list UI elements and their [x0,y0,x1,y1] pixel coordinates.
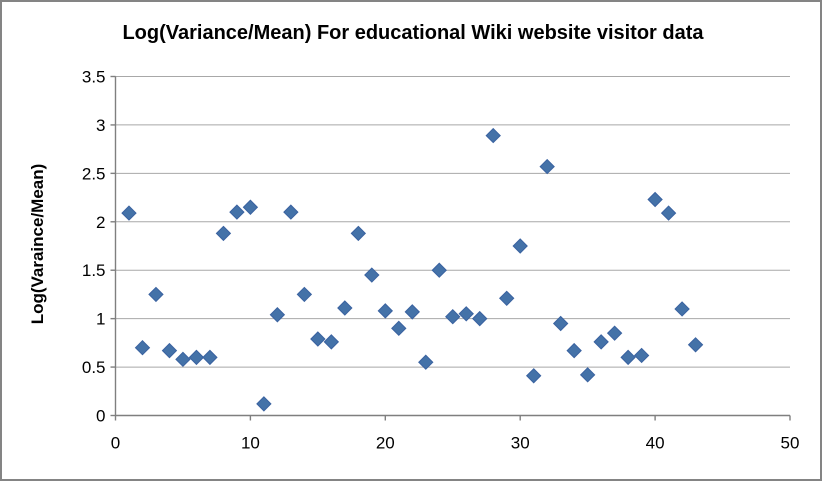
x-tick-label: 40 [646,434,665,453]
x-tick-label: 10 [241,434,260,453]
data-point-marker [593,334,609,350]
y-tick-label: 0.5 [82,358,106,377]
data-point-marker [620,349,636,366]
y-tick-label: 3.5 [82,68,106,87]
data-point-marker [175,351,191,368]
data-point-marker [633,347,650,364]
data-point-marker [229,204,245,220]
data-point-marker [512,238,528,254]
data-point-marker [391,320,407,337]
y-tick-label: 1 [96,310,105,329]
data-point-marker [485,127,501,144]
y-tick-label: 3 [96,116,105,135]
data-point-marker [337,300,353,316]
x-tick-label: 50 [781,434,800,453]
data-point-marker [525,368,542,384]
x-tick-label: 0 [111,434,120,453]
data-point-marker [121,205,137,221]
y-axis-title: Log(Varaince/Mean) [28,163,47,325]
data-point-marker [215,225,232,242]
data-point-marker [647,191,663,208]
data-point-marker [660,205,677,221]
data-point-marker [283,204,299,220]
data-point-marker [687,337,704,353]
data-point-marker [242,199,259,215]
data-point-marker [296,286,313,303]
data-point-marker [134,339,151,356]
chart-title: Log(Variance/Mean) For educational Wiki … [122,22,704,44]
data-point-marker [256,396,272,412]
data-point-marker [350,225,367,242]
data-point-marker [472,310,488,327]
data-point-marker [431,262,447,278]
data-point-marker [606,325,623,341]
data-point-marker [377,303,394,319]
y-tick-label: 2.5 [82,164,106,183]
data-point-marker [310,331,326,347]
data-point-marker [364,267,380,283]
data-point-marker [404,304,420,320]
data-point-marker [202,349,218,366]
data-point-marker [269,307,286,323]
data-point-marker [323,334,340,350]
x-tick-label: 30 [511,434,530,453]
y-tick-label: 0 [96,407,105,426]
y-tick-label: 2 [96,213,105,232]
data-point-marker [552,315,569,332]
x-tick-label: 20 [376,434,395,453]
data-point-marker [161,342,178,359]
data-point-marker [445,308,461,325]
data-point-marker [458,306,474,322]
data-point-marker [674,301,690,317]
data-point-marker [579,367,596,383]
data-point-marker [418,354,434,370]
data-point-marker [148,286,164,303]
y-tick-label: 1.5 [82,261,106,280]
data-point-marker [539,158,555,175]
data-point-marker [188,349,205,366]
data-point-marker [566,342,582,359]
data-point-marker [499,290,515,307]
